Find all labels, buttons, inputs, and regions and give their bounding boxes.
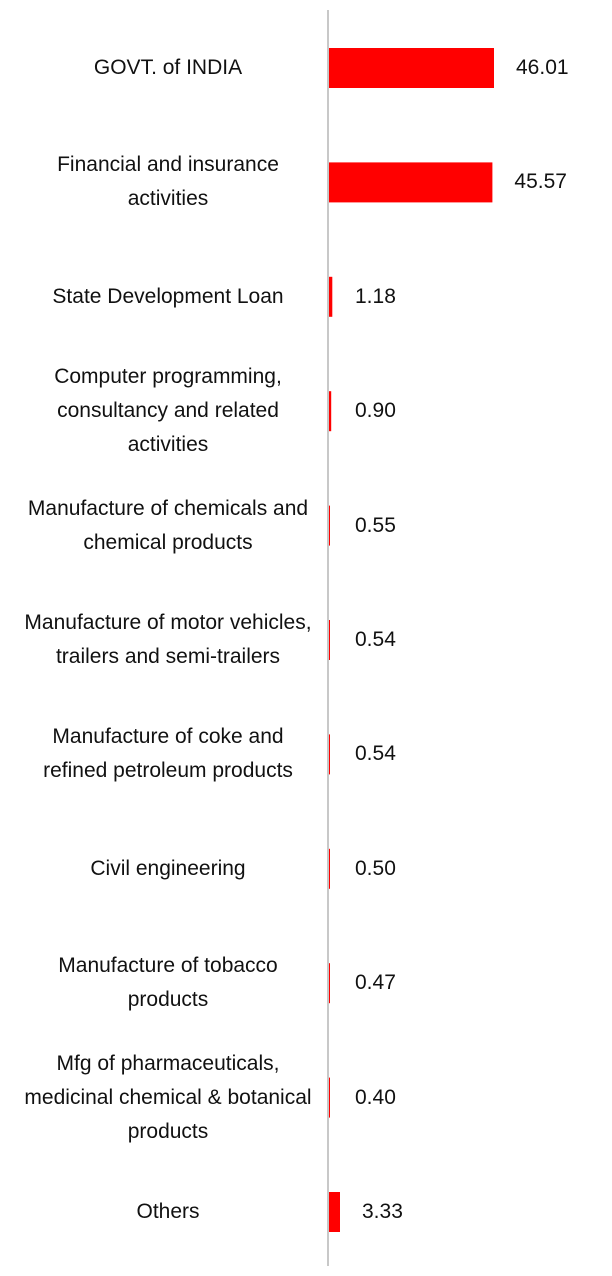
category-label-4: Manufacture of chemicals and chemical pr… [27, 496, 309, 554]
category-label-5: Manufacture of motor vehicles, trailers … [24, 611, 312, 668]
value-label-0: 46.01 [516, 56, 569, 79]
value-label-1: 45.57 [514, 170, 567, 194]
value-label-4: 0.55 [355, 513, 396, 537]
category-label-9: Mfg of pharmaceuticals, medicinal chemic… [24, 1051, 312, 1143]
value-label-10: 3.33 [362, 1200, 403, 1223]
value-label-9: 0.40 [355, 1085, 396, 1109]
bar-10 [328, 1192, 340, 1232]
category-label-1: Financial and insurance activities [57, 153, 279, 211]
category-label-6: Manufacture of coke and refined petroleu… [43, 725, 293, 783]
category-label-10: Others [136, 1200, 200, 1223]
bar-3 [328, 391, 332, 432]
bar-0 [328, 48, 494, 88]
value-label-6: 0.54 [355, 742, 396, 766]
value-label-3: 0.90 [355, 399, 396, 423]
category-label-2: State Development Loan [52, 284, 284, 308]
category-label-0: GOVT. of INDIA [93, 56, 243, 79]
value-label-7: 0.50 [355, 856, 396, 880]
value-label-5: 0.54 [355, 628, 396, 651]
bar-2 [328, 276, 333, 317]
category-label-7: Civil engineering [90, 856, 246, 880]
category-label-3: Computer programming, consultancy and re… [54, 365, 282, 457]
category-label-8: Manufacture of tobacco products [58, 954, 278, 1012]
value-label-8: 0.47 [355, 971, 396, 995]
bar-1 [328, 162, 493, 203]
value-label-2: 1.18 [355, 284, 396, 308]
